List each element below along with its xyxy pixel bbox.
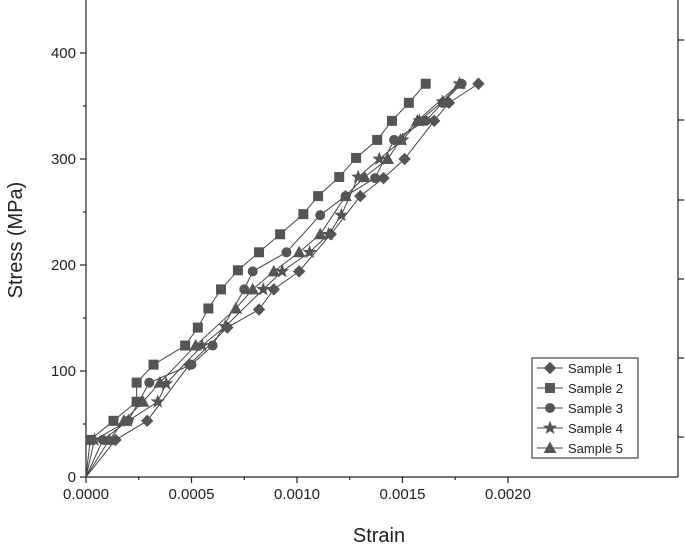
data-point (427, 114, 441, 128)
data-point (410, 114, 424, 126)
series-layer (85, 76, 485, 478)
data-point (186, 359, 197, 370)
data-point (144, 377, 155, 388)
data-point (232, 265, 243, 276)
data-point (420, 78, 431, 89)
data-point (302, 244, 317, 259)
data-point (351, 152, 362, 163)
y-tick-label: 300 (51, 151, 76, 168)
data-point (192, 322, 203, 333)
data-point (256, 281, 271, 296)
data-point (87, 432, 102, 446)
data-point (315, 210, 326, 221)
series-line (85, 83, 462, 478)
series-line (85, 83, 460, 478)
plot-frame (85, 0, 679, 478)
series-5 (85, 77, 466, 478)
data-point (403, 97, 414, 108)
data-point (334, 172, 345, 183)
data-point (372, 151, 387, 166)
data-point (131, 377, 142, 388)
data-point (267, 264, 281, 277)
series-1 (85, 77, 485, 478)
legend-marker (543, 441, 557, 453)
data-point (252, 303, 266, 316)
data-point (136, 395, 150, 407)
data-point (229, 301, 243, 314)
data-point (140, 414, 154, 428)
legend-marker (543, 361, 557, 375)
data-point (281, 247, 292, 258)
data-point (354, 189, 367, 203)
data-point (108, 415, 119, 426)
data-point (275, 229, 286, 240)
data-point (148, 359, 159, 370)
data-point (313, 227, 327, 240)
series-3 (85, 78, 467, 478)
x-tick-label: 0.0010 (274, 486, 320, 503)
right-axis-ticks (678, 39, 684, 438)
data-point (339, 189, 352, 202)
data-point (358, 170, 371, 183)
data-point (180, 340, 191, 351)
y-tick-label: 400 (51, 45, 76, 62)
data-point (453, 77, 466, 89)
data-point (218, 319, 233, 333)
data-point (398, 152, 411, 166)
legend-label: Sample 4 (568, 421, 623, 436)
data-point (472, 77, 485, 90)
y-tick-label: 0 (68, 469, 76, 486)
data-point (313, 191, 324, 202)
y-axis-title: Stress (MPa) (5, 182, 27, 299)
x-tick-label: 0.0000 (63, 486, 109, 503)
data-point (203, 303, 214, 314)
legend-label: Sample 2 (568, 381, 623, 396)
data-point (189, 339, 203, 351)
legend-label: Sample 1 (568, 361, 623, 376)
data-point (435, 94, 450, 108)
data-point (239, 284, 250, 295)
data-point (292, 265, 306, 278)
data-point (321, 226, 336, 241)
data-point (216, 284, 227, 295)
data-point (275, 263, 290, 278)
data-point (102, 433, 116, 445)
data-point (267, 283, 280, 296)
y-tick-label: 200 (51, 257, 76, 274)
data-point (254, 247, 265, 258)
data-point (292, 245, 306, 258)
series-4 (85, 76, 467, 478)
y-axis-ticks: 0 100 200 300 400 (51, 45, 86, 486)
x-tick-label: 0.0005 (169, 486, 215, 503)
x-axis-ticks: 0.0000 0.0005 0.0010 0.0015 0.0020 (63, 477, 531, 503)
x-tick-label: 0.0020 (485, 486, 531, 503)
data-point (298, 209, 309, 220)
data-point (117, 414, 131, 426)
legend-box (531, 357, 639, 459)
data-point (386, 115, 397, 126)
data-point (150, 394, 165, 408)
legend-marker (545, 403, 555, 413)
legend: Sample 1 Sample 2 Sample 3 Sample 4 Sample 5 (531, 357, 639, 459)
data-point (394, 133, 407, 145)
series-2 (85, 78, 431, 478)
data-point (377, 171, 390, 185)
data-point (370, 173, 381, 184)
legend-marker (542, 420, 558, 435)
legend-marker (545, 383, 555, 393)
y-tick-label: 100 (51, 363, 76, 380)
data-point (153, 376, 167, 388)
data-point (381, 152, 395, 164)
data-point (334, 207, 349, 222)
legend-label: Sample 5 (568, 441, 623, 456)
data-point (246, 282, 260, 295)
data-point (207, 340, 218, 351)
x-tick-label: 0.0015 (380, 486, 426, 503)
x-axis-title: Strain (353, 525, 405, 547)
data-point (247, 266, 258, 277)
legend-label: Sample 3 (568, 401, 623, 416)
data-point (372, 134, 383, 145)
